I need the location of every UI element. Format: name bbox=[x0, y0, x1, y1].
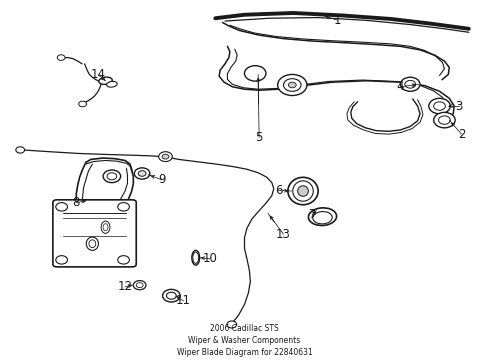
Circle shape bbox=[103, 170, 121, 183]
Circle shape bbox=[244, 66, 265, 81]
Ellipse shape bbox=[101, 221, 110, 233]
Text: 13: 13 bbox=[276, 228, 290, 241]
Ellipse shape bbox=[89, 240, 96, 248]
Circle shape bbox=[107, 173, 117, 180]
Circle shape bbox=[133, 280, 146, 290]
Circle shape bbox=[288, 82, 296, 88]
Ellipse shape bbox=[287, 177, 318, 205]
Text: 5: 5 bbox=[255, 131, 262, 144]
Circle shape bbox=[438, 116, 449, 124]
Text: 3: 3 bbox=[454, 100, 462, 113]
Circle shape bbox=[404, 80, 415, 88]
Text: 14: 14 bbox=[91, 68, 105, 81]
Text: 7: 7 bbox=[308, 208, 316, 221]
Text: 4: 4 bbox=[396, 80, 404, 93]
Circle shape bbox=[400, 77, 419, 91]
Circle shape bbox=[79, 101, 86, 107]
Ellipse shape bbox=[192, 252, 198, 264]
Circle shape bbox=[16, 147, 24, 153]
Ellipse shape bbox=[292, 181, 313, 201]
Circle shape bbox=[56, 203, 67, 211]
Text: 9: 9 bbox=[158, 173, 165, 186]
Circle shape bbox=[118, 256, 129, 264]
Circle shape bbox=[277, 75, 306, 95]
Text: 8: 8 bbox=[72, 196, 80, 209]
Ellipse shape bbox=[297, 186, 308, 196]
Ellipse shape bbox=[99, 77, 112, 84]
Circle shape bbox=[162, 289, 180, 302]
Circle shape bbox=[226, 321, 236, 328]
Circle shape bbox=[118, 203, 129, 211]
Circle shape bbox=[158, 152, 172, 162]
Circle shape bbox=[162, 154, 168, 159]
Circle shape bbox=[138, 171, 146, 176]
Ellipse shape bbox=[312, 212, 331, 224]
Ellipse shape bbox=[103, 224, 108, 231]
Circle shape bbox=[428, 98, 449, 114]
Ellipse shape bbox=[308, 208, 336, 225]
Circle shape bbox=[433, 112, 454, 128]
Text: 6: 6 bbox=[274, 184, 282, 197]
Text: 11: 11 bbox=[176, 294, 191, 307]
Ellipse shape bbox=[106, 81, 117, 87]
Text: 10: 10 bbox=[203, 252, 217, 265]
Text: 2006 Cadillac STS
Wiper & Washer Components
Wiper Blade Diagram for 22840631: 2006 Cadillac STS Wiper & Washer Compone… bbox=[176, 324, 312, 357]
Circle shape bbox=[136, 283, 143, 288]
Ellipse shape bbox=[191, 251, 199, 265]
Ellipse shape bbox=[86, 237, 98, 251]
Text: 2: 2 bbox=[457, 128, 464, 141]
Text: 12: 12 bbox=[117, 280, 132, 293]
Circle shape bbox=[57, 55, 65, 60]
Circle shape bbox=[166, 292, 176, 299]
Circle shape bbox=[433, 102, 445, 110]
Circle shape bbox=[283, 78, 301, 91]
Circle shape bbox=[56, 256, 67, 264]
Text: 1: 1 bbox=[333, 14, 340, 27]
FancyBboxPatch shape bbox=[53, 200, 136, 267]
Circle shape bbox=[134, 168, 150, 179]
